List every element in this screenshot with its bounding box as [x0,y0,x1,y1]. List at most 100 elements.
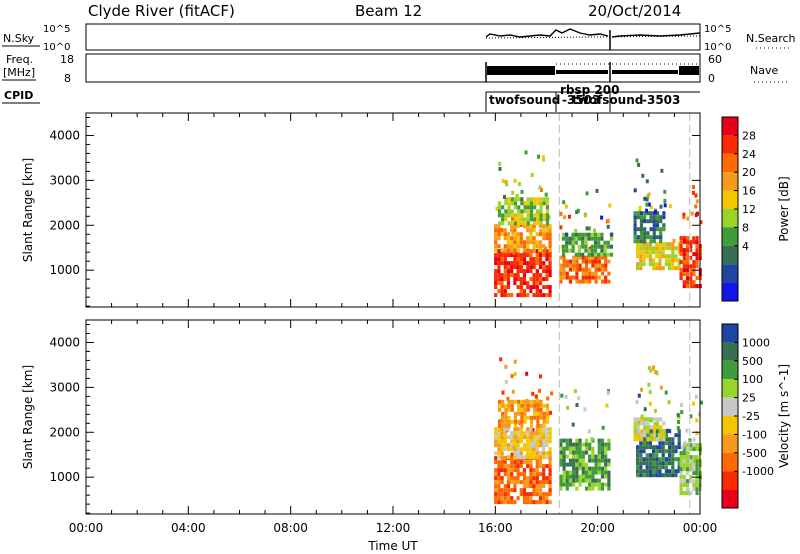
heatmap-cell [497,443,501,448]
heatmap-cell [584,275,589,280]
heatmap-cell [516,285,520,290]
colorbar-tick-label: 12 [742,203,756,216]
heatmap-cell [494,460,498,465]
heatmap-cell [532,468,536,473]
heatmap-cell [652,445,656,450]
heatmap-cell [545,221,550,226]
heatmap-cell [510,236,514,241]
heatmap-cell [677,437,681,442]
heatmap-cell [548,273,552,278]
heatmap-cell [532,228,536,233]
heatmap-cell [643,211,647,216]
heatmap-cell [506,261,511,266]
heatmap-cell [535,435,539,440]
heatmap-cell [664,465,668,470]
heatmap-cell [501,213,505,218]
heatmap-cell [536,209,540,214]
heatmap-cell [517,182,521,187]
heatmap-cell [677,420,681,424]
heatmap-cell [682,212,686,217]
heatmap-cell [545,435,549,440]
heatmap-cell [507,209,511,214]
heatmap-cell [510,456,514,461]
heatmap-cell [523,403,527,408]
heatmap-cell [538,289,543,294]
heatmap-cell [640,414,644,419]
heatmap-cell [682,463,686,468]
heatmap-cell [671,246,675,251]
heatmap-cell [513,447,517,452]
heatmap-cell [516,261,520,266]
heatmap-cell [603,248,607,253]
heatmap-cell [643,235,647,240]
heatmap-cell [538,185,542,190]
heatmap-cell [674,266,678,271]
heatmap-cell [503,500,507,505]
heatmap-cell [591,470,595,475]
heatmap-cell [677,465,681,470]
heatmap-cell [600,252,604,257]
heatmap-cell [584,450,589,455]
heatmap-cell [668,441,672,446]
heatmap-cell [526,269,530,274]
heatmap-cell [510,213,514,218]
heatmap-cell [572,482,576,487]
heatmap-cell [676,413,680,418]
heatmap-cell [568,214,571,219]
heatmap-cell [522,248,527,253]
y-tick-label: 2000 [49,425,80,439]
heatmap-cell [636,433,640,438]
heatmap-cell [584,462,589,467]
heatmap-cell [685,463,690,468]
heatmap-cell [535,451,539,456]
heatmap-cell [593,248,598,253]
heatmap-cell [574,236,578,241]
colorbar-segment [722,209,738,228]
heatmap-cell [695,443,699,448]
heatmap-cell [538,472,543,477]
colorbar-tick-label: 8 [742,221,749,234]
heatmap-cell [510,209,514,214]
heatmap-cell [575,263,579,268]
heatmap-cell [513,439,517,444]
heatmap-cell [575,259,579,264]
heatmap-cell [532,492,536,497]
heatmap-cell [532,240,536,245]
heatmap-cell [571,422,575,427]
heatmap-cell [532,476,536,481]
freq-unit-label: [MHz] [3,66,35,79]
heatmap-cell [520,415,524,420]
heatmap-cell [497,277,501,282]
heatmap-cell [645,254,649,259]
heatmap-cell [584,466,589,471]
x-axis-label: Time UT [367,539,418,553]
heatmap-cell [659,239,663,244]
heatmap-cell [659,425,663,430]
heatmap-cell [658,254,662,259]
heatmap-cell [601,425,605,430]
heatmap-cell [545,273,549,278]
heatmap-cell [604,450,608,455]
heatmap-cell [504,197,508,202]
heatmap-cell [497,480,501,485]
heatmap-cell [535,500,539,505]
heatmap-cell [639,231,644,236]
heatmap-cell [655,421,660,426]
heatmap-cell [532,455,536,460]
heatmap-cell [500,435,504,440]
heatmap-cell [526,213,530,218]
heatmap-cell [507,399,511,404]
heatmap-cell [519,488,523,493]
heatmap-cell [510,216,514,221]
heatmap-cell [494,253,498,258]
heatmap-cell [680,402,683,407]
heatmap-cell [572,466,576,471]
heatmap-cell [513,451,517,456]
heatmap-cell [542,249,546,254]
heatmap-cell [679,252,683,257]
heatmap-cell [504,364,508,369]
heatmap-cell [568,458,573,463]
heatmap-cell [572,474,576,479]
heatmap-cell [575,486,579,491]
heatmap-cell [545,415,550,420]
